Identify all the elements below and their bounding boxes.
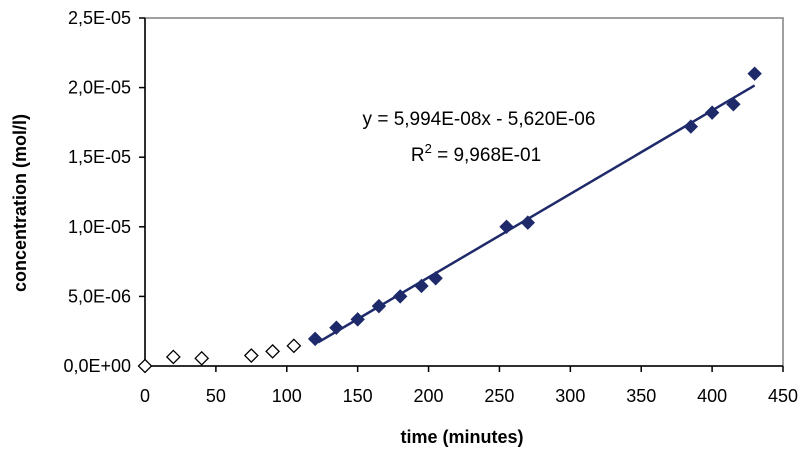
data-point-open <box>137 358 153 374</box>
data-point-filled <box>747 66 762 81</box>
trendline-equation: y = 5,994E-08x - 5,620E-06 <box>363 109 596 130</box>
data-point-filled <box>520 215 536 230</box>
data-point-open <box>194 350 210 366</box>
x-tick-label: 250 <box>484 386 514 406</box>
data-point-filled <box>726 97 741 112</box>
y-tick-label: 2,0E-05 <box>68 78 131 98</box>
r-squared-label: R2 = 9,968E-01 <box>411 141 541 166</box>
x-tick-label: 100 <box>272 386 302 406</box>
data-point-filled <box>392 289 408 304</box>
data-point-filled <box>350 312 365 327</box>
y-tick-label: 0,0E+00 <box>63 356 131 376</box>
data-point-open <box>165 349 181 365</box>
data-points <box>137 66 762 374</box>
x-tick-label: 150 <box>343 386 373 406</box>
x-ticks: 0 50 100 150 200 250 300 350 400 450 <box>140 366 798 406</box>
x-tick-label: 200 <box>414 386 444 406</box>
data-point-filled <box>704 105 720 120</box>
y-tick-label: 2,5E-05 <box>68 8 131 28</box>
data-point-open <box>265 343 281 359</box>
r-squared-exponent: 2 <box>425 141 432 156</box>
y-tick-label: 1,5E-05 <box>68 147 131 167</box>
x-tick-label: 300 <box>555 386 585 406</box>
data-point-filled <box>499 219 514 235</box>
x-tick-label: 400 <box>697 386 727 406</box>
data-point-open <box>243 348 259 363</box>
data-point-filled <box>329 320 344 335</box>
r-squared-prefix: R <box>411 145 425 166</box>
data-point-filled <box>371 298 387 314</box>
data-point-filled <box>683 119 699 134</box>
x-tick-label: 50 <box>206 386 226 406</box>
trendline-group <box>317 84 756 344</box>
data-point-filled <box>428 271 443 286</box>
x-tick-label: 0 <box>140 386 150 406</box>
x-tick-label: 450 <box>768 386 798 406</box>
y-ticks: 0,0E+00 5,0E-06 1,0E-05 1,5E-05 2,0E-05 2,5E-… <box>63 8 145 376</box>
trendline <box>317 84 756 344</box>
r-squared-value: = 9,968E-01 <box>432 145 541 166</box>
y-tick-label: 1,0E-05 <box>68 217 131 237</box>
x-axis-title: time (minutes) <box>400 427 523 447</box>
x-tick-label: 350 <box>626 386 656 406</box>
y-tick-label: 5,0E-06 <box>68 286 131 306</box>
data-point-open <box>286 338 302 354</box>
plot-area <box>144 17 784 367</box>
data-point-filled <box>307 331 323 347</box>
data-point-filled <box>414 278 429 294</box>
y-axis-title: concentration (mol/l) <box>10 114 30 292</box>
plot-border <box>144 17 784 367</box>
